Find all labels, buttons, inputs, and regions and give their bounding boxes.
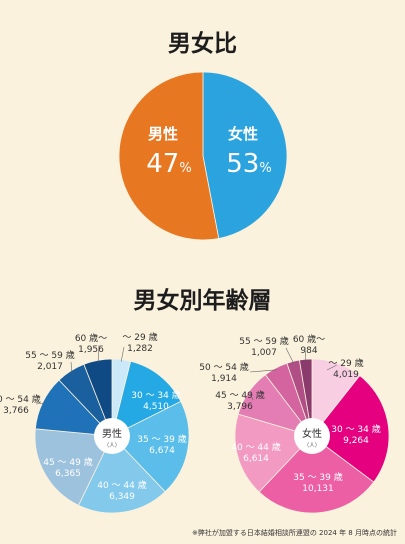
- male-pie-slice-1: [111, 360, 182, 437]
- female-pie-leader-7: [304, 346, 307, 362]
- female-pie-cat-label-6: 55 ～ 59 歳: [239, 335, 289, 347]
- female-pie-cat-label-3: 40 ～ 44 歳: [231, 441, 281, 453]
- female-pie-cat-label-4: 45 ～ 49 歳: [215, 389, 265, 401]
- male-pie-cat-label-7: 60 歳～: [75, 332, 107, 344]
- female-pie-center-label: 女性: [302, 427, 322, 440]
- male-pie-slice-2: [111, 400, 190, 493]
- male-pie-slice-7: [83, 358, 113, 437]
- female-pie-cat-label-2: 35 ～ 39 歳: [293, 471, 343, 483]
- female-pie-value-label-3: 6,614: [243, 454, 269, 464]
- female-pie-cat-label-7: 60 歳～: [293, 333, 325, 345]
- male-pie-cat-label-1: 30 ～ 34 歳: [131, 389, 181, 401]
- male-pie-value-label-0: 1,282: [127, 344, 153, 354]
- male-pie-center-unit: （人）: [104, 442, 121, 449]
- male-pie-cat-label-0: ～ 29 歳: [122, 331, 157, 343]
- female-pie-value-label-0: 4,019: [333, 370, 359, 380]
- gender-ratio-title: 男女比: [168, 31, 237, 57]
- male-pie-value-label-6: 2,017: [37, 362, 63, 372]
- male-pie-leader-0: [120, 346, 125, 362]
- male-pie-cat-label-2: 35 ～ 39 歳: [137, 433, 187, 445]
- male-pie-center-circle: [94, 418, 130, 454]
- female-pie-value-label-6: 1,007: [251, 348, 277, 358]
- male-pie-value-label-2: 6,674: [149, 446, 175, 456]
- gender-pie-slice-0: [202, 71, 288, 239]
- female-pie-cat-label-1: 30 ～ 34 歳: [331, 423, 381, 435]
- female-pie-leader-0: [326, 364, 337, 371]
- male-pie-leader-5: [35, 402, 45, 405]
- female-pie-slice-3: [234, 413, 313, 493]
- female-pie-center-unit: （人）: [304, 442, 321, 449]
- female-pie-slice-2: [258, 435, 375, 514]
- female-pie-cat-label-5: 50 ～ 54 歳: [199, 361, 249, 373]
- female-pie-center-circle: [294, 418, 330, 454]
- male-pie-value-label-7: 1,956: [78, 345, 104, 355]
- male-pie-leader-6: [70, 361, 73, 373]
- male-pie-cat-label-5: 50 ～ 54 歳: [0, 393, 41, 405]
- male-pie-center-label: 男性: [102, 427, 122, 440]
- footnote: ※弊社が加盟する日本結婚相談所連盟の 2024 年 8 月時点の統計: [191, 529, 397, 537]
- male-pie-value-label-5: 3,766: [3, 406, 29, 416]
- age-distribution-title: 男女別年齢層: [133, 288, 272, 314]
- male-pie-slice-3: [78, 435, 166, 514]
- female-pie-leader-5: [249, 369, 277, 373]
- female-pie-value-label-1: 9,264: [343, 436, 369, 446]
- male-pie-cat-label-3: 40 ～ 44 歳: [97, 479, 147, 491]
- gender-pie-slice-1: [118, 71, 220, 241]
- female-pie-cat-label-0: ～ 29 歳: [328, 357, 363, 369]
- female-pie-value-label-5: 1,914: [211, 374, 237, 384]
- male-pie-value-label-1: 4,510: [143, 402, 169, 412]
- male-pie-leader-7: [97, 344, 100, 363]
- male-pie-cat-label-4: 45 ～ 49 歳: [43, 456, 93, 468]
- female-pie-leader-4: [250, 393, 254, 401]
- male-pie-value-label-3: 6,349: [109, 492, 135, 502]
- female-pie-value-label-4: 3,796: [227, 402, 253, 412]
- female-pie-leader-6: [285, 347, 294, 364]
- female-pie-value-label-2: 10,131: [302, 484, 334, 494]
- female-pie-slice-1: [311, 375, 390, 483]
- gender-label-1: 女性: [228, 125, 258, 143]
- male-pie-slice-4: [34, 428, 113, 506]
- male-pie-cat-label-6: 55 ～ 59 歳: [25, 349, 75, 361]
- gender-label-0: 男性: [148, 125, 178, 143]
- male-pie-value-label-4: 6,365: [55, 469, 81, 479]
- female-pie-value-label-7: 984: [300, 346, 317, 356]
